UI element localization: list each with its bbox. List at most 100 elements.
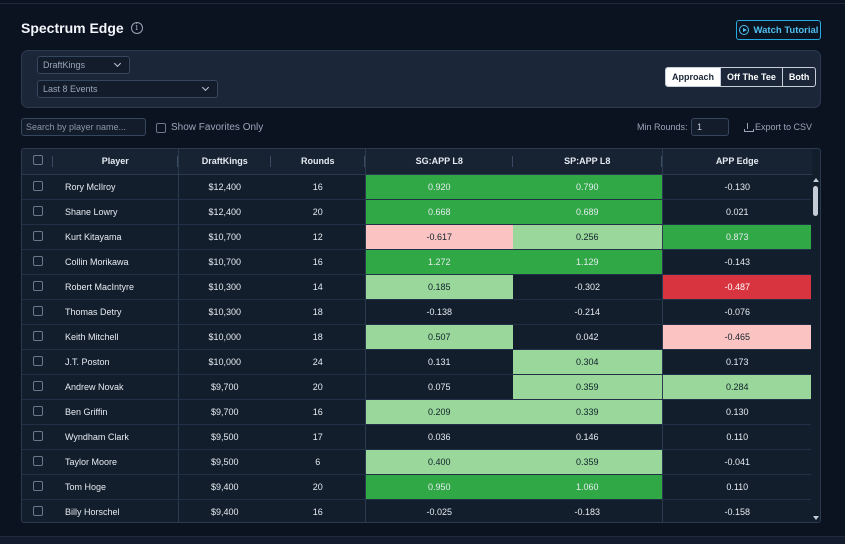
- row-checkbox[interactable]: [32, 255, 43, 266]
- table-row[interactable]: Ben Griffin $9,700 16 0.209 0.339 0.130: [22, 399, 812, 425]
- column-header-sg-app-l8[interactable]: SG:APP L8: [365, 149, 513, 175]
- row-checkbox[interactable]: [32, 355, 43, 366]
- table-row[interactable]: Shane Lowry $12,400 20 0.668 0.689 0.021: [22, 199, 812, 225]
- player-name-cell: Tom Hoge: [53, 474, 179, 500]
- table-row[interactable]: Kurt Kitayama $10,700 12 -0.617 0.256 0.873: [22, 224, 812, 250]
- salary-cell: $9,500: [178, 424, 271, 450]
- app-edge-cell: -0.487: [662, 274, 812, 300]
- page-header: Spectrum Edge i: [21, 20, 143, 36]
- player-name-cell: Rory McIlroy: [53, 174, 179, 200]
- row-checkbox[interactable]: [32, 280, 43, 291]
- favorites-checkbox[interactable]: [156, 122, 166, 133]
- rounds-cell: 24: [271, 349, 366, 375]
- row-checkbox[interactable]: [32, 405, 43, 416]
- column-header-sp-app-l8[interactable]: SP:APP L8: [513, 149, 663, 175]
- segment-both[interactable]: Both: [788, 72, 810, 82]
- watch-tutorial-label: Watch Tutorial: [753, 24, 819, 36]
- column-header-draftkings[interactable]: DraftKings: [178, 149, 271, 175]
- sg-app-cell: 0.075: [365, 374, 513, 400]
- row-checkbox[interactable]: [32, 330, 43, 341]
- app-edge-cell: 0.110: [662, 424, 812, 450]
- row-checkbox[interactable]: [32, 505, 43, 516]
- sg-app-cell: 0.036: [365, 424, 513, 450]
- table-row[interactable]: Wyndham Clark $9,500 17 0.036 0.146 0.110: [22, 424, 812, 450]
- rounds-cell: 18: [271, 299, 366, 325]
- salary-cell: $9,400: [178, 474, 271, 500]
- row-checkbox[interactable]: [32, 455, 43, 466]
- table-row[interactable]: Rory McIlroy $12,400 16 0.920 0.790 -0.130: [22, 174, 812, 200]
- stat-segment-control: Approach Off The Tee Both: [665, 67, 817, 87]
- scroll-down-icon[interactable]: [813, 516, 819, 520]
- info-icon[interactable]: i: [130, 22, 143, 34]
- row-checkbox-cell: [22, 474, 53, 500]
- player-name-cell: J.T. Poston: [53, 349, 179, 375]
- download-icon: [744, 122, 754, 132]
- watch-tutorial-button[interactable]: Watch Tutorial: [736, 20, 821, 40]
- app-edge-cell: -0.143: [662, 249, 812, 275]
- table-body: Rory McIlroy $12,400 16 0.920 0.790 -0.130 Sha…: [22, 174, 812, 522]
- table-row[interactable]: Robert MacIntyre $10,300 14 0.185 -0.302 -0.4…: [22, 274, 812, 300]
- row-checkbox-cell: [22, 399, 53, 425]
- table-row[interactable]: Taylor Moore $9,500 6 0.400 0.359 -0.041: [22, 449, 812, 475]
- table-row[interactable]: Thomas Detry $10,300 18 -0.138 -0.214 -0.076: [22, 299, 812, 325]
- column-header-player[interactable]: Player: [53, 149, 179, 175]
- sg-app-cell: 0.507: [365, 324, 513, 350]
- events-select[interactable]: Last 8 Events: [37, 80, 218, 98]
- table-scrollbar[interactable]: [811, 176, 820, 522]
- select-all-cell: [22, 149, 53, 175]
- rounds-cell: 6: [271, 449, 366, 475]
- app-edge-cell: -0.158: [662, 499, 812, 522]
- min-rounds-label: Min Rounds:: [637, 122, 688, 132]
- table-row[interactable]: Keith Mitchell $10,000 18 0.507 0.042 -0.465: [22, 324, 812, 350]
- sportsbook-select-value: DraftKings: [43, 60, 86, 70]
- rounds-cell: 20: [271, 199, 366, 225]
- table-row[interactable]: Andrew Novak $9,700 20 0.075 0.359 0.284: [22, 374, 812, 400]
- player-name-cell: Thomas Detry: [53, 299, 179, 325]
- salary-cell: $9,500: [178, 449, 271, 475]
- table-row[interactable]: Billy Horschel $9,400 16 -0.025 -0.183 -0.158: [22, 499, 812, 522]
- play-icon: [738, 25, 749, 35]
- min-rounds-input[interactable]: [691, 118, 729, 136]
- segment-approach[interactable]: Approach: [666, 68, 722, 86]
- rounds-cell: 16: [271, 499, 366, 522]
- row-checkbox[interactable]: [32, 230, 43, 241]
- show-favorites-toggle[interactable]: Show Favorites Only: [156, 122, 263, 133]
- app-edge-cell: 0.284: [662, 374, 812, 400]
- events-select-value: Last 8 Events: [43, 84, 98, 94]
- player-name-cell: Keith Mitchell: [53, 324, 179, 350]
- table-row[interactable]: Tom Hoge $9,400 20 0.950 1.060 0.110: [22, 474, 812, 500]
- column-header-rounds[interactable]: Rounds: [271, 149, 366, 175]
- player-name-cell: Kurt Kitayama: [53, 224, 179, 250]
- sg-app-cell: -0.617: [365, 224, 513, 250]
- rounds-cell: 18: [271, 324, 366, 350]
- player-name-cell: Shane Lowry: [53, 199, 179, 225]
- table-row[interactable]: Collin Morikawa $10,700 16 1.272 1.129 -0.143: [22, 249, 812, 275]
- salary-cell: $9,700: [178, 374, 271, 400]
- row-checkbox[interactable]: [32, 305, 43, 316]
- app-edge-cell: 0.130: [662, 399, 812, 425]
- row-checkbox[interactable]: [32, 205, 43, 216]
- rounds-cell: 16: [271, 399, 366, 425]
- row-checkbox-cell: [22, 199, 53, 225]
- sportsbook-select[interactable]: DraftKings: [37, 56, 130, 74]
- app-edge-cell: -0.041: [662, 449, 812, 475]
- player-name-cell: Ben Griffin: [53, 399, 179, 425]
- row-checkbox[interactable]: [32, 430, 43, 441]
- scroll-up-icon[interactable]: [813, 178, 819, 182]
- salary-cell: $10,000: [178, 349, 271, 375]
- salary-cell: $9,400: [178, 499, 271, 522]
- scroll-thumb[interactable]: [813, 186, 818, 216]
- export-csv-button[interactable]: Export to CSV: [744, 122, 812, 132]
- player-name-cell: Wyndham Clark: [53, 424, 179, 450]
- column-header-app-edge[interactable]: APP Edge: [662, 149, 812, 175]
- app-edge-cell: -0.130: [662, 174, 812, 200]
- player-search-input[interactable]: [21, 118, 146, 136]
- table-row[interactable]: J.T. Poston $10,000 24 0.131 0.304 0.173: [22, 349, 812, 375]
- row-checkbox[interactable]: [32, 380, 43, 391]
- row-checkbox[interactable]: [32, 480, 43, 491]
- sp-app-cell: -0.302: [513, 274, 663, 300]
- select-all-checkbox[interactable]: [32, 155, 43, 166]
- row-checkbox[interactable]: [32, 180, 43, 191]
- rounds-cell: 16: [271, 249, 366, 275]
- segment-off-the-tee[interactable]: Off The Tee: [721, 68, 783, 86]
